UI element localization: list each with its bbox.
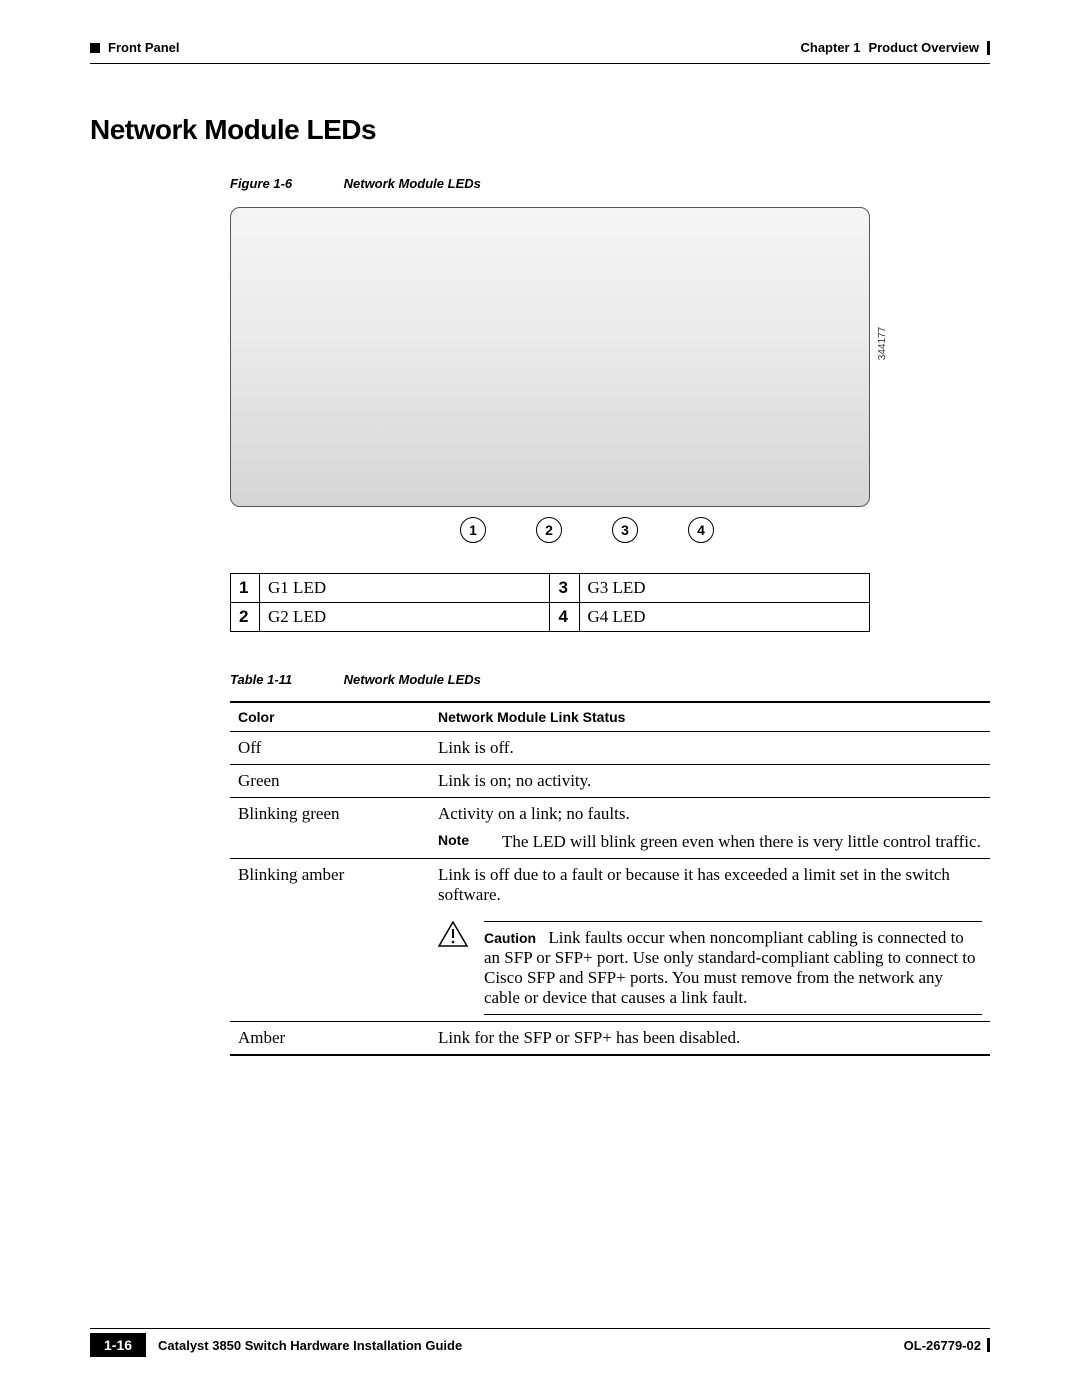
- page-header: Front Panel Chapter 1 Product Overview: [90, 40, 990, 55]
- cell-color: Blinking amber: [230, 859, 430, 1022]
- callout-1: 1: [460, 517, 486, 543]
- footer-doc-id: OL-26779-02: [904, 1338, 981, 1353]
- cell-status: Link for the SFP or SFP+ has been disabl…: [430, 1022, 990, 1056]
- table-row: Amber Link for the SFP or SFP+ has been …: [230, 1022, 990, 1056]
- status-text: Link is off due to a fault or because it…: [438, 865, 982, 905]
- cell-value: G3 LED: [579, 574, 869, 603]
- header-right: Chapter 1 Product Overview: [800, 40, 990, 55]
- callout-2: 2: [536, 517, 562, 543]
- note-label: Note: [438, 832, 486, 852]
- caution-triangle-icon: [438, 921, 468, 947]
- figure-title: Network Module LEDs: [344, 176, 481, 191]
- table-row: Green Link is on; no activity.: [230, 765, 990, 798]
- cell-color: Off: [230, 732, 430, 765]
- bullet-square-icon: [90, 43, 100, 53]
- footer-doc-title: Catalyst 3850 Switch Hardware Installati…: [158, 1338, 462, 1353]
- header-chapter-label: Chapter 1: [800, 40, 860, 55]
- caution-text: Link faults occur when noncompliant cabl…: [484, 928, 976, 1007]
- bar-icon: [987, 41, 990, 55]
- figure-callouts: 1 2 3 4: [230, 517, 870, 543]
- caution-block: Caution Link faults occur when noncompli…: [438, 921, 982, 1015]
- figure-image-id: 344177: [877, 327, 888, 360]
- bar-icon: [987, 1338, 990, 1352]
- callout-3: 3: [612, 517, 638, 543]
- caution-content: Caution Link faults occur when noncompli…: [484, 921, 982, 1015]
- cell-color: Blinking green: [230, 798, 430, 859]
- header-rule: [90, 63, 990, 64]
- cell-value: G2 LED: [260, 603, 550, 632]
- cell-color: Amber: [230, 1022, 430, 1056]
- table-row: 2 G2 LED 4 G4 LED: [231, 603, 870, 632]
- note-text: The LED will blink green even when there…: [502, 832, 981, 852]
- cell-value: G4 LED: [579, 603, 869, 632]
- table-row: Blinking green Activity on a link; no fa…: [230, 798, 990, 859]
- page-footer: 1-16 Catalyst 3850 Switch Hardware Insta…: [0, 1328, 1080, 1357]
- device-figure: 344177: [230, 207, 870, 507]
- column-header-status: Network Module Link Status: [430, 702, 990, 732]
- footer-doc-id-block: OL-26779-02: [904, 1338, 990, 1353]
- cell-value: G1 LED: [260, 574, 550, 603]
- table-row: Off Link is off.: [230, 732, 990, 765]
- cell-key: 3: [550, 574, 579, 603]
- status-table: Color Network Module Link Status Off Lin…: [230, 701, 990, 1056]
- table-row: 1 G1 LED 3 G3 LED: [231, 574, 870, 603]
- footer-rule: [90, 1328, 990, 1329]
- table-caption: Table 1-11 Network Module LEDs: [230, 672, 990, 687]
- header-chapter-title: Product Overview: [868, 40, 979, 55]
- status-text: Activity on a link; no faults.: [438, 804, 982, 824]
- header-left: Front Panel: [90, 40, 180, 55]
- table-number: Table 1-11: [230, 672, 340, 687]
- cell-status: Link is on; no activity.: [430, 765, 990, 798]
- cell-status: Link is off due to a fault or because it…: [430, 859, 990, 1022]
- table-row: Blinking amber Link is off due to a faul…: [230, 859, 990, 1022]
- page-number: 1-16: [90, 1333, 146, 1357]
- header-section: Front Panel: [108, 40, 180, 55]
- caution-label: Caution: [484, 930, 536, 946]
- cell-status: Link is off.: [430, 732, 990, 765]
- callout-4: 4: [688, 517, 714, 543]
- cell-key: 1: [231, 574, 260, 603]
- cell-key: 4: [550, 603, 579, 632]
- led-key-table: 1 G1 LED 3 G3 LED 2 G2 LED 4 G4 LED: [230, 573, 870, 632]
- section-title: Network Module LEDs: [90, 114, 990, 146]
- cell-color: Green: [230, 765, 430, 798]
- cell-key: 2: [231, 603, 260, 632]
- table-header-row: Color Network Module Link Status: [230, 702, 990, 732]
- note-block: Note The LED will blink green even when …: [438, 832, 982, 852]
- column-header-color: Color: [230, 702, 430, 732]
- figure-number: Figure 1-6: [230, 176, 340, 191]
- cell-status: Activity on a link; no faults. Note The …: [430, 798, 990, 859]
- figure-caption: Figure 1-6 Network Module LEDs: [230, 176, 990, 191]
- table-title: Network Module LEDs: [344, 672, 481, 687]
